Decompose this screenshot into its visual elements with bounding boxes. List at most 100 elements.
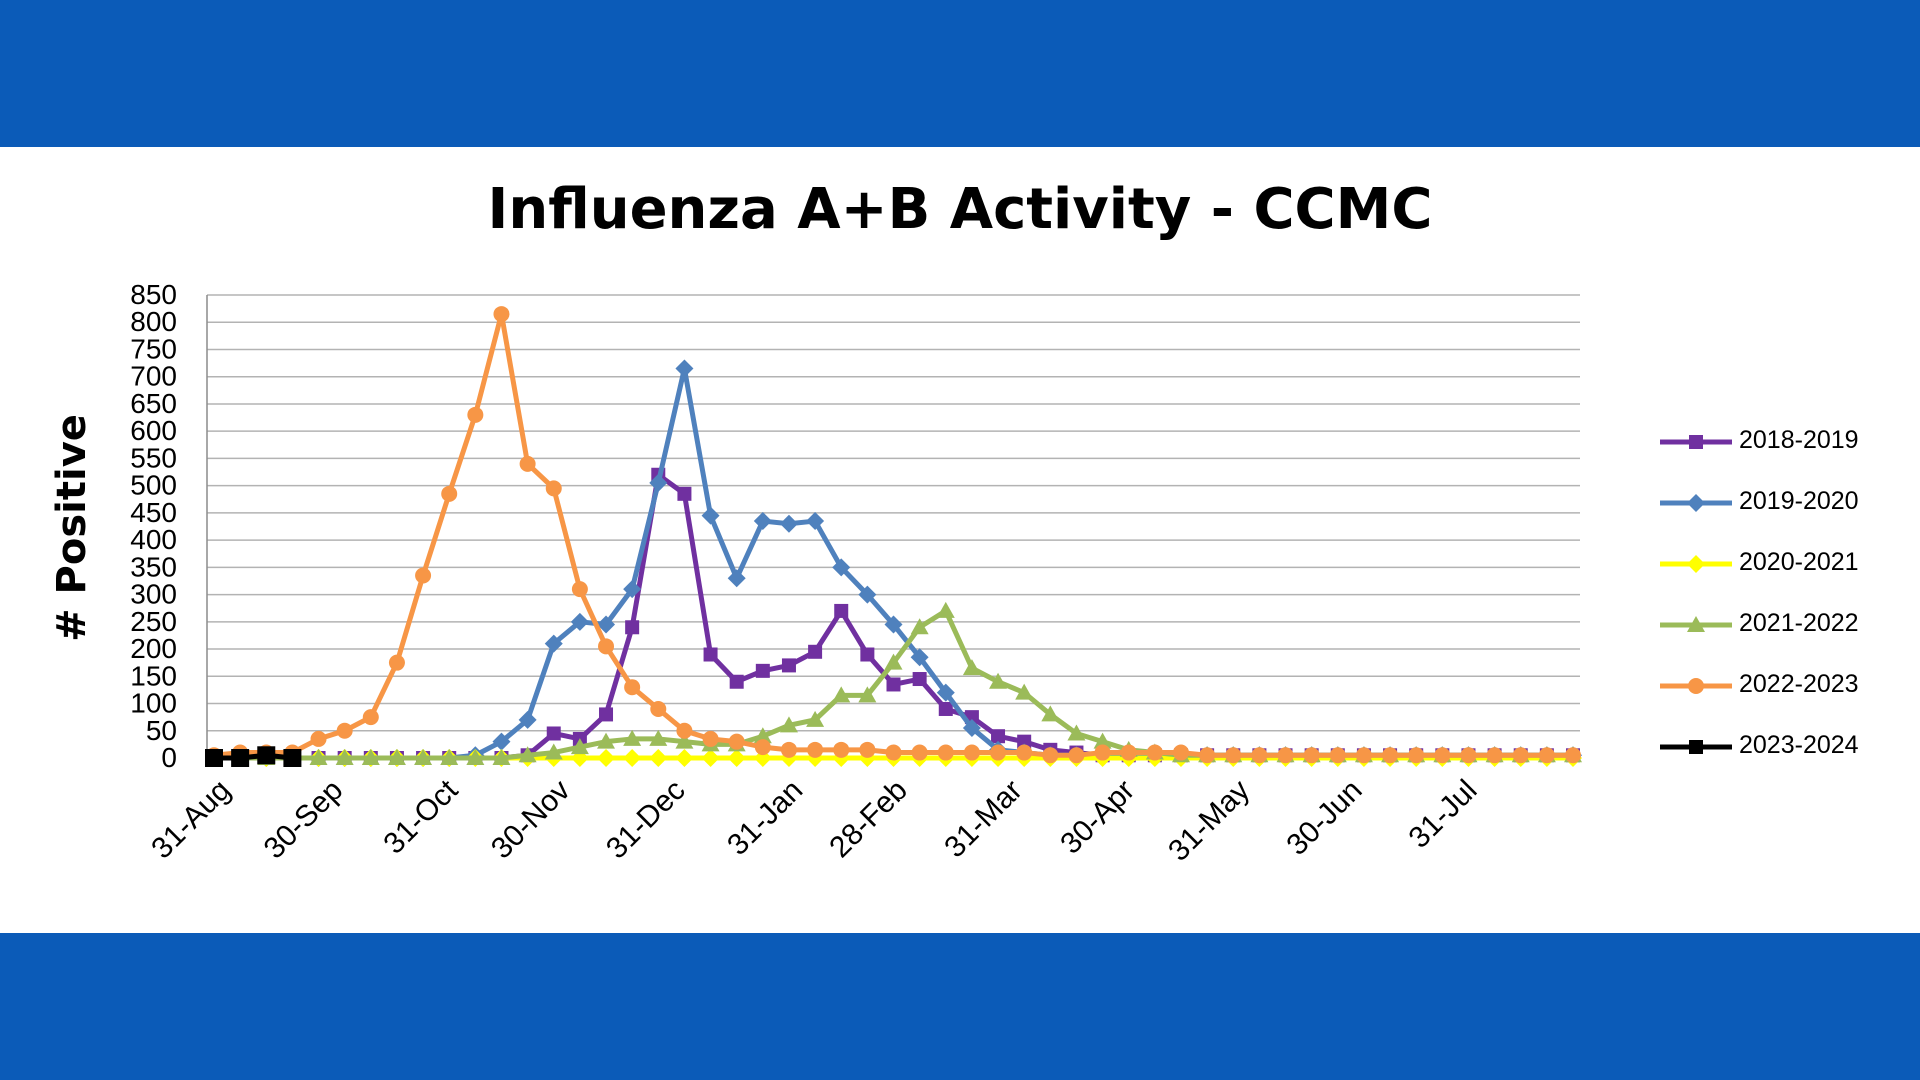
data-point <box>1408 747 1425 764</box>
legend-marker <box>1687 616 1705 632</box>
chart-title: Influenza A+B Activity - CCMC <box>487 177 1433 242</box>
data-point <box>962 719 981 738</box>
y-tick-label: 450 <box>130 497 177 528</box>
data-point <box>1460 747 1477 764</box>
data-point <box>597 732 616 749</box>
legend-marker <box>1687 555 1705 573</box>
legend-label: 2020-2021 <box>1739 548 1859 576</box>
data-point <box>860 647 875 662</box>
y-tick-label: 100 <box>130 688 177 719</box>
data-point <box>546 726 561 741</box>
data-point <box>936 601 955 618</box>
data-point <box>1486 747 1503 764</box>
x-tick-label: 31-May <box>1162 774 1256 868</box>
data-point <box>597 615 616 634</box>
series-line <box>214 752 293 761</box>
data-point <box>1017 734 1032 749</box>
legend-item: 2021-2022 <box>1660 603 1910 664</box>
data-point <box>1120 744 1137 761</box>
legend-swatch <box>1660 616 1732 632</box>
data-point <box>779 716 798 733</box>
data-point <box>649 749 668 767</box>
data-point <box>361 749 380 765</box>
data-point <box>598 638 615 655</box>
legend-label: 2019-2020 <box>1739 487 1859 515</box>
data-point <box>1016 744 1033 761</box>
data-point <box>676 722 693 739</box>
data-point <box>858 585 877 604</box>
legend-item: 2023-2024 <box>1660 725 1910 786</box>
data-point <box>703 647 718 662</box>
legend-marker <box>1687 494 1705 512</box>
series-2023-2024 <box>205 746 302 767</box>
data-point <box>1303 747 1320 764</box>
x-tick-label: 30-Sep <box>258 774 350 866</box>
data-point <box>257 746 276 765</box>
data-point <box>1094 744 1111 761</box>
data-point <box>806 512 825 531</box>
y-tick-label: 250 <box>130 606 177 637</box>
data-point <box>649 473 668 492</box>
data-point <box>283 749 302 767</box>
legend-item: 2018-2019 <box>1660 420 1910 481</box>
y-tick-label: 650 <box>130 388 177 419</box>
data-point <box>806 710 825 727</box>
legend-marker <box>1689 740 1703 754</box>
y-tick-label: 200 <box>130 633 177 664</box>
data-point <box>544 634 563 653</box>
data-point <box>518 710 537 729</box>
data-point <box>808 644 823 659</box>
data-point <box>624 679 641 696</box>
data-point <box>415 567 432 584</box>
legend-swatch <box>1660 555 1732 573</box>
data-point <box>910 648 929 667</box>
data-point <box>701 506 720 525</box>
data-point <box>1329 747 1346 764</box>
series-2019-2020 <box>205 359 1582 767</box>
data-point <box>938 701 953 716</box>
data-point <box>859 741 876 758</box>
y-tick-label: 50 <box>146 715 177 746</box>
data-point <box>728 733 745 750</box>
data-point <box>832 558 851 577</box>
data-point <box>414 749 433 765</box>
data-point <box>807 741 824 758</box>
legend-swatch <box>1660 678 1732 694</box>
data-point <box>205 749 223 767</box>
x-tick-label: 30-Jun <box>1280 774 1368 862</box>
x-tick-label: 30-Nov <box>485 774 577 866</box>
data-point <box>1225 747 1242 764</box>
data-point <box>518 746 537 763</box>
data-point <box>701 749 720 767</box>
data-point <box>336 722 353 739</box>
x-tick-label: 28-Feb <box>823 774 914 865</box>
data-point <box>753 512 772 531</box>
data-point <box>310 730 327 747</box>
data-point <box>1041 705 1060 722</box>
legend-marker <box>1688 678 1704 694</box>
legend-marker <box>1689 435 1703 449</box>
x-tick-label: 31-Mar <box>938 774 1029 865</box>
legend-label: 2018-2019 <box>1739 426 1859 454</box>
data-point <box>1068 747 1085 764</box>
data-point <box>649 729 668 746</box>
data-point <box>466 749 485 765</box>
data-point <box>1251 747 1268 764</box>
y-tick-label: 700 <box>130 361 177 392</box>
data-point <box>911 744 928 761</box>
data-point <box>1093 732 1112 749</box>
data-point <box>467 406 484 423</box>
data-point <box>963 744 980 761</box>
data-point <box>886 677 901 692</box>
y-tick-label: 850 <box>130 279 177 310</box>
data-point <box>1277 747 1294 764</box>
data-point <box>387 749 406 765</box>
data-point <box>625 620 640 635</box>
data-point <box>833 741 850 758</box>
legend-label: 2023-2024 <box>1739 731 1859 759</box>
data-point <box>884 615 903 634</box>
x-tick-label: 31-Aug <box>145 774 237 866</box>
y-tick-label: 550 <box>130 442 177 473</box>
y-tick-label: 800 <box>130 306 177 337</box>
